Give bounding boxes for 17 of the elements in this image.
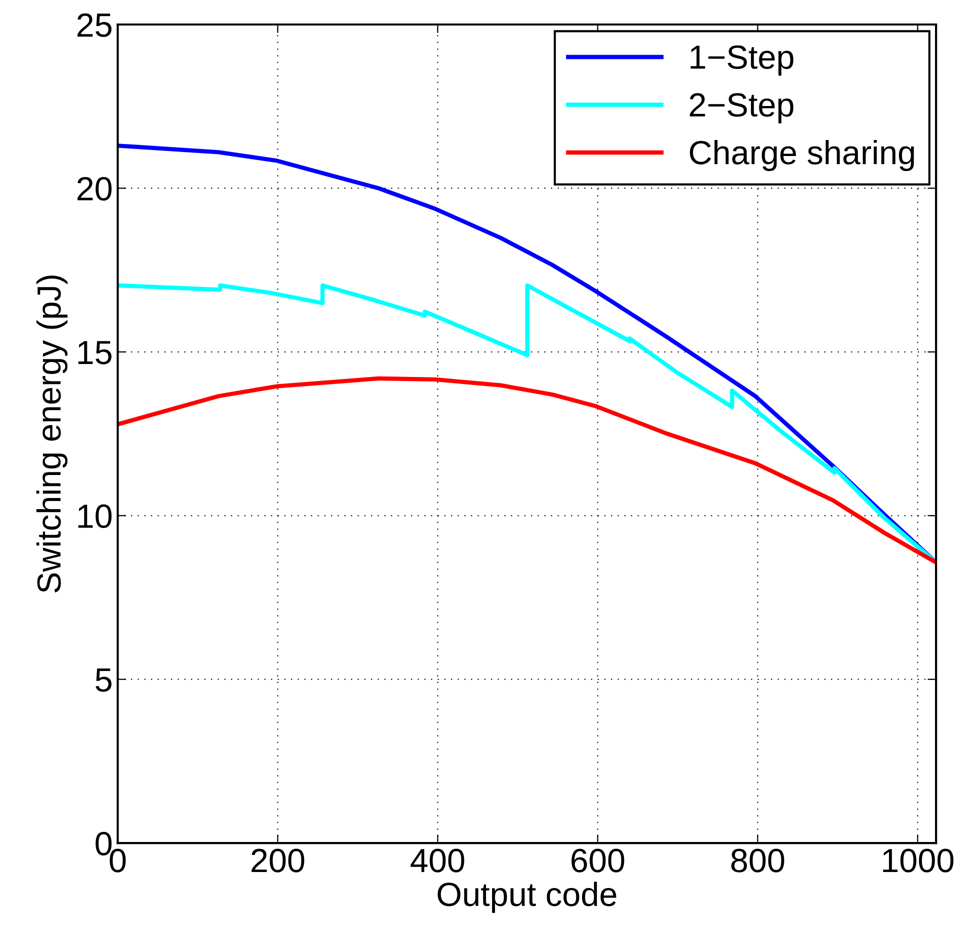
y-tick-label: 25 [77, 13, 112, 37]
x-tick-label: 200 [252, 848, 304, 872]
legend-label: Charge sharing [690, 140, 914, 172]
legend-label: 2−Step [690, 93, 794, 124]
y-tick-label: 10 [78, 504, 112, 528]
y-tick-label: 5 [96, 668, 112, 692]
x-tick-label: 1000 [883, 848, 954, 872]
x-tick-label: 600 [572, 848, 624, 872]
y-tick-label: 0 [96, 832, 112, 856]
line-series [118, 376, 936, 565]
y-tick-label: 15 [78, 341, 112, 364]
legend-label: 1−Step [690, 45, 794, 76]
x-tick-label: 400 [410, 848, 464, 872]
x-tick-label: 800 [731, 848, 784, 872]
x-axis-title: Output code [438, 882, 616, 913]
y-tick-label: 20 [77, 177, 112, 201]
y-axis-title: Switching energy (pJ) [36, 276, 68, 593]
